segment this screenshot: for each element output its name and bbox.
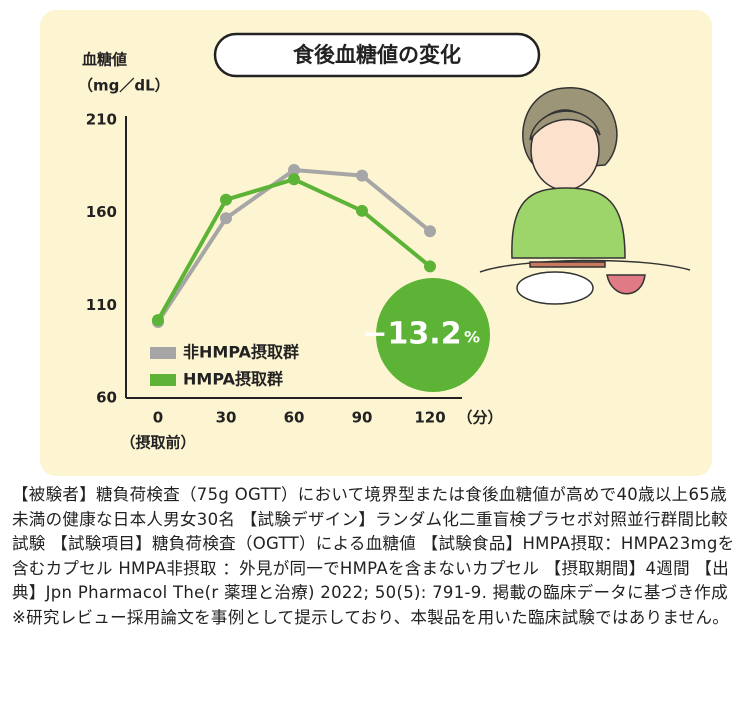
data-point [288, 164, 300, 177]
caption: 【被験者】糖負荷検査（75g OGTT）において境界型または食後血糖値が高めで4… [12, 485, 735, 627]
illustration [479, 87, 691, 305]
x-tick-label: 90 [352, 409, 373, 427]
x-sublabel: （摂取前） [120, 434, 195, 452]
data-point [356, 169, 368, 182]
x-tick-label: 0 [153, 409, 163, 427]
data-point [288, 173, 300, 186]
chart: 食後血糖値の変化 血糖値 （mg／dL） −13.2 % 60 110 160 210… [40, 10, 712, 476]
y-tick-label: 60 [96, 389, 117, 407]
y-axis-label: 血糖値 [82, 51, 127, 69]
data-point [424, 225, 436, 238]
y-axis-label: （mg／dL） [78, 77, 170, 95]
badge [376, 278, 490, 392]
data-point [356, 204, 368, 217]
legend-swatch [150, 374, 176, 386]
y-tick-label: 210 [86, 111, 117, 129]
annotation: −13.2 [362, 317, 461, 352]
x-tick-label: 120 [414, 409, 445, 427]
data-point [220, 212, 232, 225]
y-tick-label: 160 [86, 203, 117, 221]
legend-swatch [150, 347, 176, 359]
x-unit: （分） [457, 409, 502, 427]
y-tick-label: 110 [86, 296, 117, 314]
x-tick-label: 60 [284, 409, 305, 427]
data-point [424, 260, 436, 273]
x-tick-label: 30 [216, 409, 237, 427]
legend-label: HMPA摂取群 [183, 370, 283, 389]
chart-title: 食後血糖値の変化 [293, 43, 461, 67]
title-box [213, 32, 541, 78]
legend-label: 非HMPA摂取群 [183, 343, 299, 362]
data-point [220, 193, 232, 206]
data-point [152, 314, 164, 327]
annotation-unit: % [464, 328, 480, 347]
